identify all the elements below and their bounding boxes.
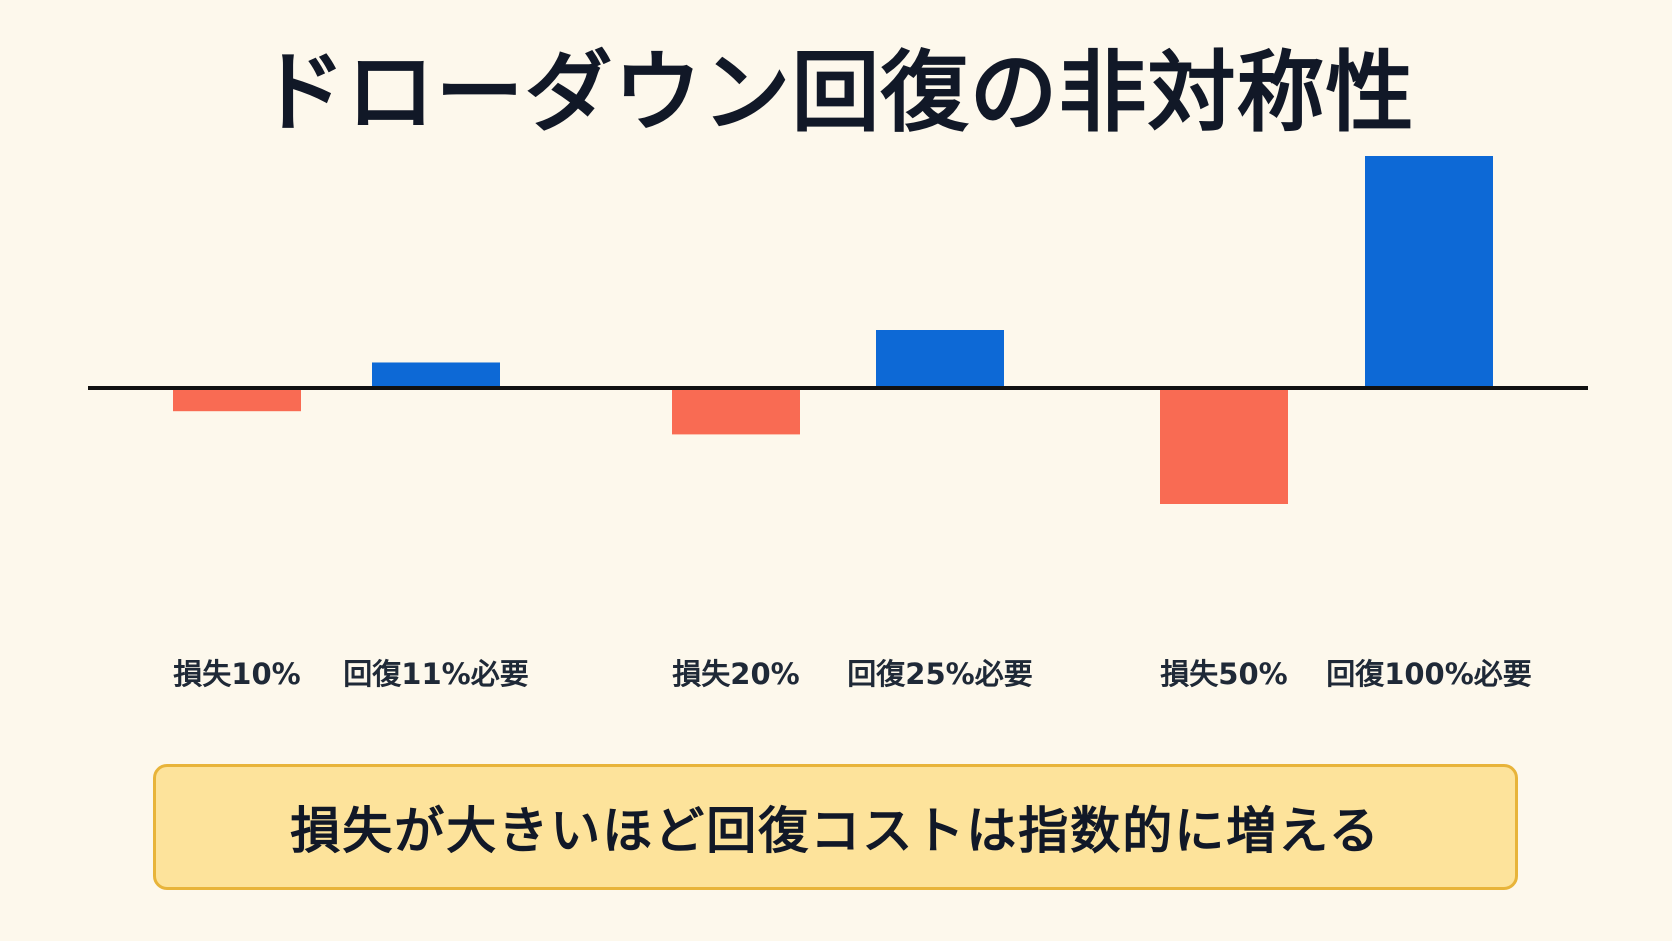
recovery-bar-0: [372, 362, 500, 388]
loss-label-2: 損失50%: [1160, 657, 1287, 691]
bars-group: [173, 156, 1493, 504]
callout-box: 損失が大きいほど回復コストは指数的に増える: [153, 764, 1518, 890]
recovery-label-0: 回復11%必要: [343, 657, 528, 691]
loss-bar-2: [1160, 388, 1288, 504]
drawdown-chart: 損失10% 損失20% 損失50% 回復11%必要 回復25%必要 回復100%必要: [88, 156, 1588, 691]
loss-bar-0: [173, 388, 301, 412]
page-title: ドローダウン回復の非対称性: [257, 41, 1415, 144]
recovery-bar-1: [876, 330, 1004, 388]
loss-label-1: 損失20%: [672, 657, 799, 691]
labels-group: 損失10% 損失20% 損失50% 回復11%必要 回復25%必要 回復100%必要: [173, 657, 1532, 691]
recovery-bar-2: [1365, 156, 1493, 388]
loss-label-0: 損失10%: [173, 657, 300, 691]
recovery-label-1: 回復25%必要: [847, 657, 1032, 691]
callout-text: 損失が大きいほど回復コストは指数的に増える: [290, 802, 1381, 860]
loss-bar-1: [672, 388, 800, 435]
recovery-label-2: 回復100%必要: [1326, 657, 1532, 691]
